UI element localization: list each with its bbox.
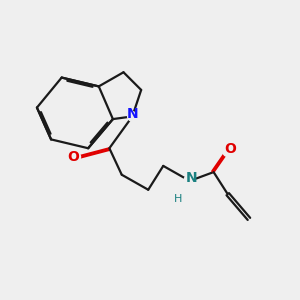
Text: N: N <box>185 171 197 185</box>
Text: O: O <box>224 142 236 156</box>
Circle shape <box>71 152 80 162</box>
Circle shape <box>223 147 232 157</box>
Circle shape <box>174 194 182 203</box>
Circle shape <box>184 175 196 187</box>
Text: N: N <box>127 107 138 121</box>
Circle shape <box>128 112 137 121</box>
Text: O: O <box>68 150 80 164</box>
Text: H: H <box>174 194 182 204</box>
